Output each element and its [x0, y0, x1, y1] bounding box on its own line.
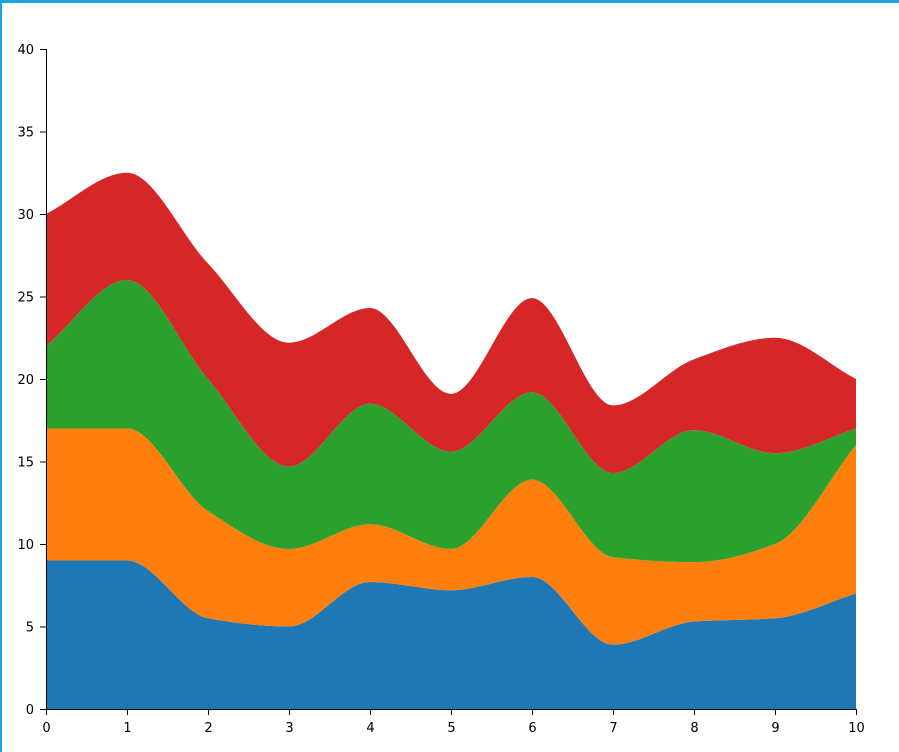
y-tick-label: 0 — [26, 703, 34, 718]
y-tick-label: 20 — [17, 373, 34, 388]
x-tick-label: 2 — [204, 721, 212, 736]
area-series-2 — [46, 428, 856, 645]
x-tick-label: 5 — [447, 721, 455, 736]
y-tick-label: 35 — [17, 126, 34, 141]
y-tick-label: 15 — [17, 456, 34, 471]
area-series-4 — [46, 172, 856, 474]
y-axis: 0 5 10 15 20 25 30 35 40 — [17, 43, 47, 718]
y-tick-label: 5 — [26, 621, 34, 636]
x-axis: 0 1 2 3 4 5 6 7 8 9 10 — [42, 709, 865, 736]
x-tick-label: 9 — [771, 721, 779, 736]
area-series-1 — [46, 560, 856, 709]
x-tick-label: 4 — [366, 721, 374, 736]
x-tick-label: 10 — [848, 721, 865, 736]
x-tick-label: 7 — [609, 721, 617, 736]
y-tick-label: 40 — [17, 43, 34, 58]
x-tick-label: 8 — [690, 721, 698, 736]
y-tick-label: 30 — [17, 208, 34, 223]
x-tick-label: 0 — [42, 721, 50, 736]
x-tick-label: 6 — [528, 721, 536, 736]
y-tick-label: 25 — [17, 291, 34, 306]
area-layers — [46, 172, 856, 709]
x-tick-label: 3 — [285, 721, 293, 736]
x-tick-label: 1 — [123, 721, 131, 736]
y-tick-label: 10 — [17, 538, 34, 553]
area-series-3 — [46, 280, 856, 563]
